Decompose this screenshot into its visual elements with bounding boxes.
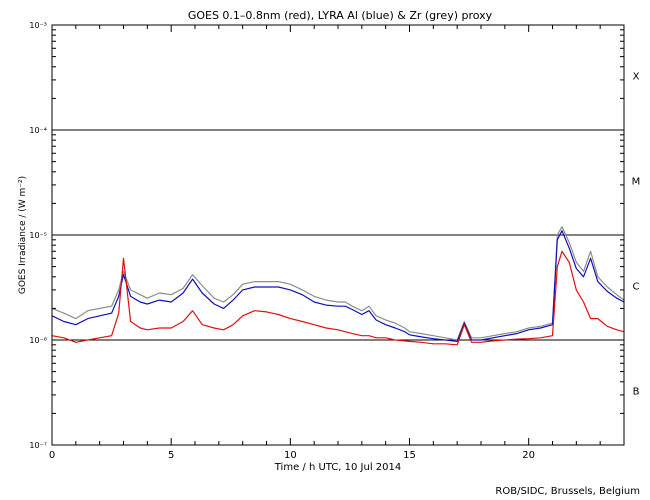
x-tick-label: 0 [49, 450, 55, 461]
flare-class-label: X [633, 72, 640, 83]
chart-title: GOES 0.1–0.8nm (red), LYRA Al (blue) & Z… [188, 9, 493, 22]
y-axis-label: GOES Irradiance / (W m⁻²) [18, 176, 28, 294]
x-axis-label: Time / h UTC, 10 Jul 2014 [274, 462, 402, 473]
x-tick-label: 15 [403, 450, 416, 461]
credit-text: ROB/SIDC, Brussels, Belgium [495, 486, 640, 497]
y-tick-label: 10⁻⁶ [29, 336, 47, 345]
flare-class-label: B [633, 387, 640, 398]
series-line-3 [51, 250, 625, 346]
y-tick-label: 10⁻⁵ [29, 231, 47, 240]
y-tick-label: 10⁻³ [29, 21, 47, 30]
series-line-2 [51, 230, 625, 342]
y-tick-label: 10⁻⁴ [29, 126, 47, 135]
x-axis: 0 5 10 15 20 [49, 25, 625, 461]
flare-class-label: C [633, 282, 640, 293]
series-group [51, 226, 625, 346]
x-tick-label: 10 [284, 450, 297, 461]
series-line-1 [51, 226, 625, 341]
reference-lines [52, 129, 624, 341]
y-axis: 10⁻⁷ 10⁻⁶ 10⁻⁵ 10⁻⁴ 10⁻³ [29, 21, 624, 450]
x-tick-label: 20 [522, 450, 535, 461]
flare-class-labels: B C M X [632, 72, 641, 398]
y-tick-label: 10⁻⁷ [29, 441, 47, 450]
flare-class-label: M [632, 177, 641, 188]
x-tick-label: 5 [168, 450, 174, 461]
